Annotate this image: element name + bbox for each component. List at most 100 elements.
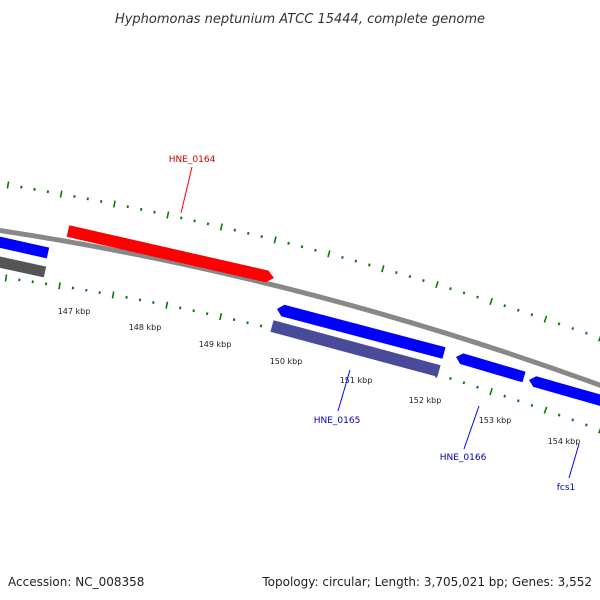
tick-label: 150 kbp xyxy=(270,357,303,366)
major-tick xyxy=(111,291,115,299)
tick-label: 152 kbp xyxy=(409,396,442,405)
minor-tick xyxy=(33,187,36,191)
major-tick xyxy=(165,301,169,309)
major-tick xyxy=(58,282,61,290)
minor-tick xyxy=(180,216,183,220)
minor-tick xyxy=(73,195,76,198)
minor-tick xyxy=(516,399,520,403)
minor-tick xyxy=(462,381,466,385)
minor-tick xyxy=(476,385,479,389)
minor-tick xyxy=(571,418,575,422)
gene-label-hne-0164[interactable]: HNE_0164 xyxy=(169,155,216,165)
minor-tick xyxy=(139,207,143,211)
minor-tick xyxy=(246,231,250,235)
major-tick xyxy=(59,190,63,198)
feature-track xyxy=(0,225,600,408)
partial-cds-arrow xyxy=(0,236,50,259)
major-tick xyxy=(327,250,331,258)
gene-arrow-fcs1[interactable] xyxy=(529,376,600,408)
major-tick xyxy=(489,297,493,305)
label-leader-line xyxy=(568,443,580,479)
partial-feature-bar xyxy=(0,256,47,278)
minor-tick xyxy=(125,295,128,299)
minor-tick xyxy=(246,321,249,325)
major-tick xyxy=(166,211,170,219)
major-tick xyxy=(489,388,493,396)
minor-tick xyxy=(99,200,103,203)
minor-tick xyxy=(530,403,534,408)
minor-tick xyxy=(287,241,290,245)
minor-tick xyxy=(233,228,237,232)
minor-tick xyxy=(300,245,304,249)
minor-tick xyxy=(422,279,425,283)
major-tick xyxy=(543,406,548,414)
minor-tick xyxy=(557,413,561,417)
gene-label-hne-0166[interactable]: HNE_0166 xyxy=(440,453,487,463)
genome-summary-text: Topology: circular; Length: 3,705,021 bp… xyxy=(261,575,592,589)
tick-label: 149 kbp xyxy=(199,340,232,349)
major-tick xyxy=(113,200,116,208)
tick-label: 148 kbp xyxy=(129,323,162,332)
major-tick xyxy=(219,313,223,321)
major-tick xyxy=(4,274,8,282)
minor-tick xyxy=(193,219,196,223)
tick-label: 153 kbp xyxy=(479,416,512,425)
label-leader-line xyxy=(463,405,480,450)
gene-arrow-hne-0165[interactable] xyxy=(277,304,446,359)
minor-tick xyxy=(584,423,588,427)
minor-tick xyxy=(260,235,263,239)
minor-tick xyxy=(395,271,398,275)
major-tick xyxy=(381,265,385,273)
minor-tick xyxy=(503,304,507,308)
minor-tick xyxy=(86,197,89,201)
minor-tick xyxy=(192,309,195,313)
tick-label: 154 kbp xyxy=(548,437,581,446)
minor-tick xyxy=(449,287,452,291)
minor-tick xyxy=(126,205,129,209)
major-tick xyxy=(219,223,223,231)
gene-label-hne-0165[interactable]: HNE_0165 xyxy=(314,416,361,426)
minor-tick xyxy=(341,255,344,259)
minor-tick xyxy=(259,324,263,328)
gene-arrow-hne-0166[interactable] xyxy=(456,353,526,383)
genome-backbone xyxy=(0,227,600,388)
minor-tick xyxy=(516,308,520,312)
major-tick xyxy=(598,427,600,434)
minor-tick xyxy=(232,318,236,322)
minor-tick xyxy=(584,331,588,335)
minor-tick xyxy=(503,394,507,398)
label-leader-line xyxy=(337,369,351,412)
minor-tick xyxy=(152,301,155,304)
gene-label-fcs1[interactable]: fcs1 xyxy=(557,483,576,493)
accession-text: Accession: NC_008358 xyxy=(8,575,144,589)
tick-label: 147 kbp xyxy=(58,307,91,316)
minor-tick xyxy=(314,248,317,252)
tick-label: 151 kbp xyxy=(340,376,373,385)
major-tick xyxy=(543,315,548,323)
minor-tick xyxy=(138,298,142,302)
map-title: Hyphomonas neptunium ATCC 15444, complet… xyxy=(115,12,485,27)
label-leader-line xyxy=(180,166,193,214)
major-tick xyxy=(598,335,600,342)
gene-arrow-hne-0164[interactable] xyxy=(66,225,274,283)
feature-bar-hne-0165 xyxy=(270,320,441,377)
minor-tick xyxy=(530,313,534,317)
gene-labels: HNE_0164 HNE_0165 HNE_0166 fcs1 xyxy=(169,155,580,493)
major-tick xyxy=(435,280,439,289)
minor-tick xyxy=(557,322,561,326)
minor-tick xyxy=(179,306,182,310)
outer-tick-ring xyxy=(6,181,600,342)
minor-tick xyxy=(205,312,209,316)
minor-tick xyxy=(571,326,575,331)
major-tick xyxy=(6,181,10,189)
minor-tick xyxy=(449,376,452,381)
minor-tick xyxy=(476,295,479,299)
minor-tick xyxy=(354,259,358,263)
major-tick xyxy=(273,236,277,244)
minor-tick xyxy=(408,274,412,279)
tick-labels: 147 kbp 148 kbp 149 kbp 150 kbp 151 kbp … xyxy=(58,307,581,446)
minor-tick xyxy=(153,210,156,214)
minor-tick xyxy=(368,263,371,267)
